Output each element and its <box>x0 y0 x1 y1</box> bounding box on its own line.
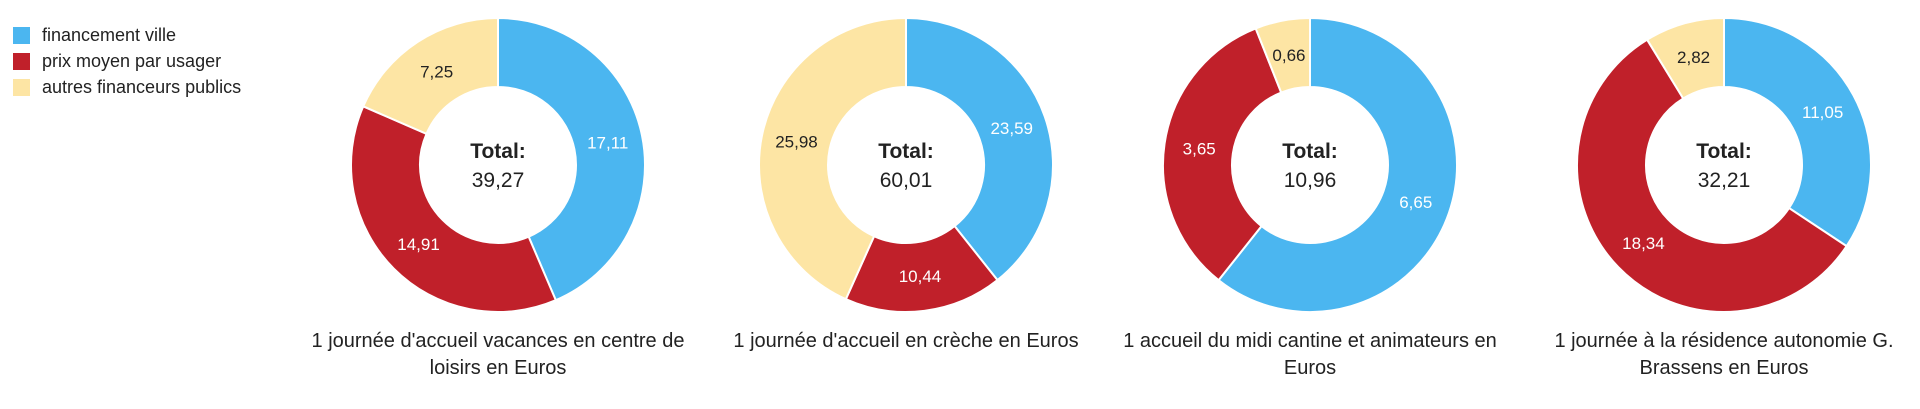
chart-3-data-label-prix-moyen: 3,65 <box>1183 140 1216 159</box>
chart-1-slice-prix-moyen <box>350 104 558 313</box>
chart-1-slice-autres-financeurs <box>361 16 499 136</box>
chart-2-total-label: Total: <box>878 140 934 163</box>
chart-4-slice-prix-moyen <box>1576 38 1848 313</box>
chart-3-total-label: Total: <box>1282 140 1338 163</box>
legend-item-financement-ville: financement ville <box>13 22 241 48</box>
legend-label: financement ville <box>42 24 177 45</box>
chart-title-4: 1 journée à la résidence autonomie G. Br… <box>1554 330 1894 379</box>
chart-2-data-label-prix-moyen: 10,44 <box>899 267 942 286</box>
chart-1-data-label-autres-financeurs: 7,25 <box>420 62 453 81</box>
chart-2-data-label-financement-ville: 23,59 <box>990 119 1033 138</box>
chart-4-data-label-prix-moyen: 18,34 <box>1622 234 1665 253</box>
chart-2-slice-financement-ville <box>905 16 1054 282</box>
chart-title-1: 1 journée d'accueil vacances en centre d… <box>311 330 685 379</box>
chart-4-data-label-financement-ville: 11,05 <box>1802 103 1843 122</box>
chart-1-data-label-prix-moyen: 14,91 <box>397 235 440 254</box>
chart-1-total-label: Total: <box>470 140 526 163</box>
chart-4-total-label: Total: <box>1696 140 1752 163</box>
chart-3-total-value: 10,96 <box>1284 169 1337 192</box>
chart-4-data-label-autres-financeurs: 2,82 <box>1677 48 1710 67</box>
legend: financement ville prix moyen par usager … <box>13 22 241 100</box>
chart-3-slice-financement-ville <box>1217 16 1458 313</box>
chart-1-data-label-financement-ville: 17,11 <box>587 134 628 153</box>
legend-label: prix moyen par usager <box>42 50 222 71</box>
chart-4-total-value: 32,21 <box>1698 169 1751 192</box>
legend-swatch <box>13 26 30 44</box>
chart-1-total-value: 39,27 <box>472 169 525 192</box>
legend-item-prix-moyen: prix moyen par usager <box>13 48 241 74</box>
legend-item-autres-financeurs: autres financeurs publics <box>13 74 241 100</box>
chart-2-slice-autres-financeurs <box>758 16 907 301</box>
legend-label: autres financeurs publics <box>42 76 242 97</box>
chart-3-data-label-financement-ville: 6,65 <box>1399 193 1432 212</box>
chart-3-slice-prix-moyen <box>1162 27 1283 282</box>
chart-2-data-label-autres-financeurs: 25,98 <box>775 133 818 152</box>
chart-1-slice-financement-ville <box>497 16 646 302</box>
chart-4-slice-financement-ville <box>1723 16 1872 248</box>
chart-4-slice-autres-financeurs <box>1645 16 1725 100</box>
chart-3-slice-autres-financeurs <box>1254 16 1311 94</box>
chart-title-3: 1 accueil du midi cantine et animateurs … <box>1123 330 1497 379</box>
chart-title-2: 1 journée d'accueil en crèche en Euros <box>733 330 1079 352</box>
chart-3-data-label-autres-financeurs: 0,66 <box>1272 46 1305 65</box>
legend-swatch <box>13 78 30 96</box>
chart-2-total-value: 60,01 <box>880 169 933 192</box>
legend-swatch <box>13 52 30 70</box>
